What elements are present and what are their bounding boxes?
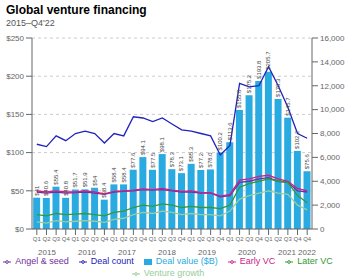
svg-text:12,000: 12,000 bbox=[320, 82, 342, 91]
svg-text:4,000: 4,000 bbox=[320, 177, 341, 186]
svg-text:10,000: 10,000 bbox=[320, 105, 342, 114]
svg-text:$75.6: $75.6 bbox=[304, 154, 310, 170]
svg-text:$38.4: $38.4 bbox=[101, 182, 107, 198]
svg-text:2018: 2018 bbox=[158, 248, 176, 257]
svg-text:Q1: Q1 bbox=[226, 236, 235, 242]
html-text:Deal count: Deal count bbox=[90, 256, 134, 266]
svg-text:Q4: Q4 bbox=[62, 236, 71, 242]
html-text:Global venture financing: Global venture financing bbox=[6, 3, 147, 17]
svg-text:Q4: Q4 bbox=[255, 236, 264, 242]
svg-text:$175.2: $175.2 bbox=[246, 74, 252, 93]
html-text:Deal value ($B): Deal value ($B) bbox=[155, 256, 218, 266]
svg-text:Q1: Q1 bbox=[110, 236, 119, 242]
html-text:Angel & seed: Angel & seed bbox=[15, 256, 69, 266]
svg-text:$205.7: $205.7 bbox=[265, 51, 271, 70]
svg-text:$41: $41 bbox=[34, 185, 40, 196]
svg-text:Q3: Q3 bbox=[168, 236, 177, 242]
html-text:Early VC: Early VC bbox=[239, 256, 276, 266]
svg-text:Q1: Q1 bbox=[71, 236, 80, 242]
svg-text:$94.1: $94.1 bbox=[140, 139, 146, 155]
svg-text:$250: $250 bbox=[8, 34, 25, 43]
svg-text:Q4: Q4 bbox=[294, 236, 303, 242]
svg-text:$100: $100 bbox=[8, 148, 25, 157]
svg-text:Q2: Q2 bbox=[120, 236, 129, 242]
svg-text:$58.4: $58.4 bbox=[111, 167, 117, 183]
svg-text:Q3: Q3 bbox=[245, 236, 254, 242]
svg-text:$100.2: $100.2 bbox=[217, 131, 223, 150]
svg-text:$58.4: $58.4 bbox=[121, 167, 127, 183]
svg-text:2021: 2021 bbox=[278, 248, 296, 257]
svg-text:6,000: 6,000 bbox=[320, 153, 341, 162]
svg-text:Q4: Q4 bbox=[303, 236, 312, 242]
svg-text:2016: 2016 bbox=[78, 248, 96, 257]
svg-text:Q2: Q2 bbox=[42, 236, 51, 242]
svg-text:2015: 2015 bbox=[38, 248, 56, 257]
svg-text:Q3: Q3 bbox=[129, 236, 138, 242]
html-text:Later VC: Later VC bbox=[297, 256, 333, 266]
svg-text:Q1: Q1 bbox=[265, 236, 274, 242]
svg-text:Q1: Q1 bbox=[187, 236, 196, 242]
svg-text:16,000: 16,000 bbox=[320, 34, 342, 43]
svg-text:$145.7: $145.7 bbox=[285, 97, 291, 116]
svg-text:Q4: Q4 bbox=[178, 236, 187, 242]
svg-text:2017: 2017 bbox=[118, 248, 136, 257]
svg-text:$155.8: $155.8 bbox=[236, 89, 242, 108]
svg-text:Q3: Q3 bbox=[91, 236, 100, 242]
svg-text:$77.5: $77.5 bbox=[150, 152, 156, 168]
svg-text:$0: $0 bbox=[15, 225, 24, 234]
svg-text:$113.6: $113.6 bbox=[227, 122, 233, 141]
svg-text:14,000: 14,000 bbox=[320, 58, 342, 67]
html-text:Venture growth: Venture growth bbox=[143, 268, 205, 278]
svg-text:$150: $150 bbox=[8, 110, 25, 119]
svg-text:$78.0: $78.0 bbox=[207, 152, 213, 168]
svg-text:Q3: Q3 bbox=[284, 236, 293, 242]
svg-text:2019: 2019 bbox=[198, 248, 216, 257]
svg-text:Q2: Q2 bbox=[81, 236, 90, 242]
svg-text:8,000: 8,000 bbox=[320, 129, 341, 138]
svg-text:Q2: Q2 bbox=[197, 236, 206, 242]
svg-text:$85.3: $85.3 bbox=[188, 146, 194, 162]
svg-text:Q1: Q1 bbox=[33, 236, 42, 242]
svg-text:2020: 2020 bbox=[238, 248, 256, 257]
svg-text:$102.2: $102.2 bbox=[294, 130, 300, 149]
svg-text:$193.8: $193.8 bbox=[256, 60, 262, 79]
svg-text:Q4: Q4 bbox=[216, 236, 225, 242]
svg-text:$51.9: $51.9 bbox=[82, 172, 88, 188]
svg-text:$50: $50 bbox=[11, 187, 25, 196]
svg-text:$40.6: $40.6 bbox=[43, 180, 49, 196]
svg-text:$51.7: $51.7 bbox=[72, 172, 78, 188]
svg-text:Q3: Q3 bbox=[207, 236, 216, 242]
svg-text:$40.8: $40.8 bbox=[63, 180, 69, 196]
svg-text:Q4: Q4 bbox=[139, 236, 148, 242]
svg-text:Q1: Q1 bbox=[149, 236, 158, 242]
svg-text:Q2: Q2 bbox=[158, 236, 167, 242]
html-text:2015–Q4'22: 2015–Q4'22 bbox=[6, 18, 55, 28]
svg-text:Q2: Q2 bbox=[236, 236, 245, 242]
svg-text:$55.4: $55.4 bbox=[53, 169, 59, 185]
svg-text:$200: $200 bbox=[8, 72, 25, 81]
svg-text:Q4: Q4 bbox=[100, 236, 109, 242]
svg-text:$170.3: $170.3 bbox=[275, 78, 281, 97]
svg-text:$54: $54 bbox=[92, 175, 98, 186]
svg-text:Q3: Q3 bbox=[52, 236, 61, 242]
svg-text:$73.1: $73.1 bbox=[178, 155, 184, 171]
svg-text:$77.2: $77.2 bbox=[198, 152, 204, 168]
svg-text:$77.6: $77.6 bbox=[130, 152, 136, 168]
svg-text:2,000: 2,000 bbox=[320, 201, 341, 210]
svg-text:$98.1: $98.1 bbox=[159, 136, 165, 152]
svg-text:2022: 2022 bbox=[298, 248, 316, 257]
svg-text:0: 0 bbox=[320, 225, 325, 234]
svg-text:Q2: Q2 bbox=[274, 236, 283, 242]
svg-text:$78.3: $78.3 bbox=[169, 152, 175, 168]
